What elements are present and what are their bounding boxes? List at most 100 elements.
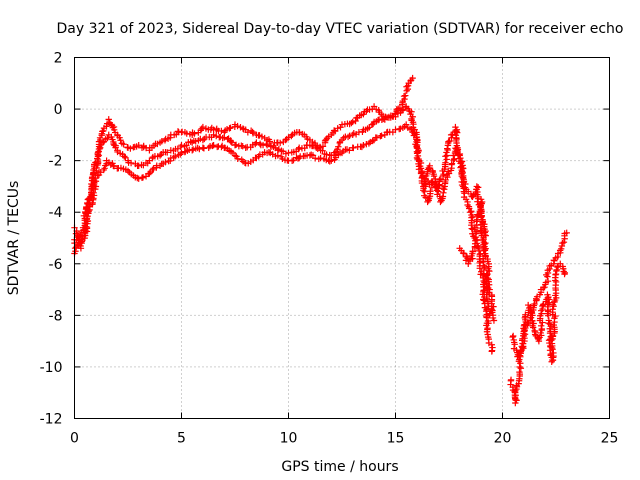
y-tick-labels: -12 -10 -8 -6 -4 -2 0 2: [40, 51, 63, 428]
data-point-interp: [331, 149, 338, 156]
data-point-interp: [101, 165, 108, 172]
x-tick-label: 0: [70, 431, 79, 447]
data-point: [424, 198, 431, 206]
data-point-interp: [413, 148, 421, 155]
data-point-interp: [519, 335, 526, 342]
data-point-interp: [550, 321, 557, 329]
x-axis-label: GPS time / hours: [281, 459, 398, 475]
data-point-interp: [218, 143, 225, 151]
data-point-interp: [150, 165, 157, 172]
x-tick-label: 20: [494, 431, 512, 447]
data-point-interp: [334, 125, 341, 132]
data-point-interp: [256, 140, 264, 148]
data-point-interp: [420, 187, 427, 194]
data-point: [432, 183, 440, 190]
data-point-interp: [537, 329, 544, 337]
data-point: [349, 118, 356, 126]
data-point-interp: [71, 244, 79, 252]
data-point-interp: [478, 216, 486, 223]
data-point-interp: [164, 149, 171, 156]
data-point: [274, 152, 281, 159]
data-point: [360, 141, 367, 149]
data-point-interp: [425, 165, 433, 173]
data-point: [105, 116, 112, 123]
data-point-interp: [276, 139, 284, 147]
data-point-interp: [335, 143, 342, 150]
data-point: [561, 270, 568, 278]
data-point-interp: [177, 151, 184, 158]
data-point: [437, 198, 444, 206]
data-point-interp: [213, 132, 220, 140]
data-point: [317, 154, 324, 162]
data-point-interp: [459, 174, 467, 182]
data-point-interp: [464, 201, 471, 209]
data-point-interp: [531, 331, 539, 338]
data-point: [518, 343, 525, 350]
data-point: [516, 363, 523, 371]
data-point-interp: [295, 145, 302, 153]
data-point-interp: [369, 137, 376, 145]
data-point-interp: [488, 341, 495, 348]
data-point-interp: [227, 124, 234, 131]
data-point-interp: [476, 265, 484, 272]
data-point-interp: [557, 245, 565, 253]
data-point-interp: [517, 348, 525, 355]
grid: [74, 57, 610, 419]
y-tick-label: -6: [49, 257, 63, 273]
data-point-interp: [346, 147, 353, 154]
data-point-interp: [454, 150, 462, 158]
data-point-interp: [365, 140, 373, 147]
data-point-interp: [465, 257, 473, 265]
data-point: [460, 250, 468, 257]
data-point-interp: [509, 333, 516, 341]
data-point-interp: [85, 208, 92, 215]
data-point-interp: [258, 133, 266, 140]
data-point-interp: [511, 341, 518, 348]
data-point-interp: [192, 138, 199, 145]
data-point-interp: [350, 144, 357, 152]
data-point: [559, 239, 566, 247]
data-point-interp: [538, 325, 546, 333]
data-point-interp: [483, 328, 491, 335]
data-point-interp: [398, 107, 406, 114]
y-tick-label: -12: [40, 412, 63, 428]
data-point-interp: [427, 188, 434, 195]
data-point: [199, 136, 207, 144]
data-point-interp: [352, 117, 359, 125]
data-point-interp: [337, 124, 344, 131]
data-point-interp: [319, 147, 326, 154]
data-point-interp: [414, 149, 422, 156]
data-point-interp: [418, 179, 426, 187]
data-point-interp: [480, 297, 488, 304]
data-point: [135, 141, 142, 149]
data-point-interp: [121, 153, 128, 160]
data-point-interp: [209, 142, 216, 150]
data-point: [488, 348, 495, 355]
data-point-interp: [458, 181, 466, 189]
data-point-interp: [483, 322, 490, 329]
data-point-interp: [551, 257, 558, 264]
data-point-interp: [311, 155, 319, 162]
data-point-interp: [417, 159, 425, 167]
y-tick-label: 0: [54, 102, 63, 118]
data-point-interp: [538, 322, 545, 330]
data-point-interp: [469, 248, 476, 255]
data-point-interp: [166, 134, 174, 141]
y-tick-label: -4: [49, 205, 63, 221]
data-point: [285, 134, 292, 141]
data-point-interp: [234, 155, 241, 162]
data-point: [156, 152, 164, 159]
data-point-interp: [263, 140, 270, 148]
data-point-interp: [239, 142, 246, 150]
data-point-interp: [110, 163, 118, 170]
data-point: [490, 317, 498, 324]
data-point-interp: [161, 137, 169, 144]
data-point-interp: [103, 123, 110, 130]
data-point-interp: [524, 321, 531, 328]
data-point-interp: [215, 143, 222, 150]
data-point-interp: [162, 158, 169, 166]
data-point-interp: [232, 141, 240, 148]
data-point-interp: [127, 145, 134, 152]
axis-ticks: [74, 57, 610, 419]
